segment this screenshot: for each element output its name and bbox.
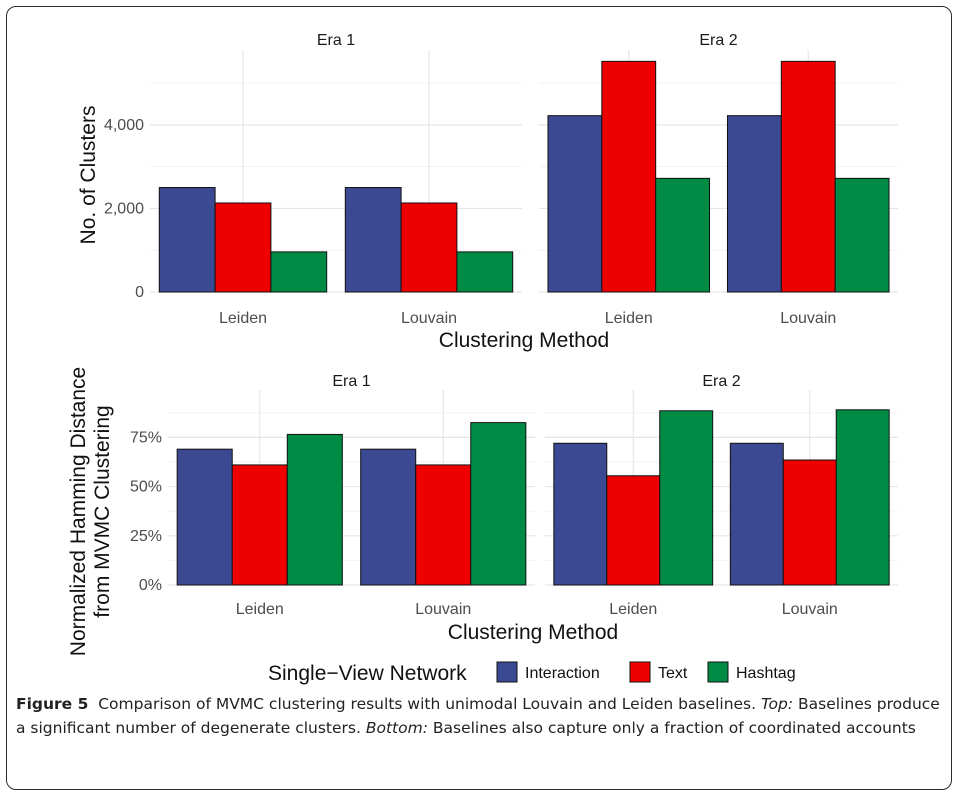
figure-chart: Era 1 Leiden Louvain Era 2 Leiden Louvain 0 2,0… (67, 32, 898, 685)
x-tick-label: Louvain (780, 310, 836, 327)
y-tick-label: 0 (135, 284, 144, 301)
figure-caption: Figure 5 Comparison of MVMC clustering r… (16, 692, 941, 740)
caption-bottom-text: Baselines also capture only a fraction o… (432, 719, 916, 737)
y-tick-label: 0% (139, 577, 162, 594)
bar-text (415, 464, 472, 586)
bar-interaction (547, 115, 603, 293)
x-tick-label: Louvain (415, 601, 471, 618)
y-axis-title-line: Normalized Hamming Distance (67, 367, 90, 656)
bar-text (214, 202, 272, 293)
bar-interaction (158, 187, 216, 293)
caption-top-label: Top: (761, 695, 794, 713)
facet-title: Era 2 (699, 32, 737, 49)
bar-hashtag (835, 409, 890, 586)
bar-text (780, 60, 836, 293)
x-tick-label: Leiden (219, 310, 267, 327)
y-tick-label: 25% (130, 528, 162, 545)
bar-hashtag (270, 251, 328, 293)
x-axis-title: Clustering Method (448, 621, 618, 644)
legend-label-hashtag: Hashtag (736, 665, 796, 682)
bar-hashtag (659, 410, 714, 586)
bar-text (782, 459, 837, 586)
bar-interaction (360, 448, 417, 586)
bar-interaction (344, 187, 402, 293)
bar-interaction (176, 448, 233, 586)
x-axis-title: Clustering Method (439, 329, 609, 352)
legend-swatch-hashtag (707, 661, 729, 683)
bar-hashtag (456, 251, 514, 293)
y-axis-title: No. of Clusters (77, 106, 100, 245)
x-tick-label: Leiden (236, 601, 284, 618)
legend-title: Single−View Network (268, 662, 467, 685)
bar-text (606, 475, 661, 586)
bar-interaction (729, 442, 784, 586)
bar-text (231, 464, 288, 586)
bar-interaction (726, 115, 782, 293)
bar-interaction (553, 442, 608, 586)
bar-text (601, 60, 657, 293)
caption-text: Comparison of MVMC clustering results wi… (98, 695, 757, 713)
y-tick-label: 50% (130, 479, 162, 496)
facet-title: Era 1 (317, 32, 355, 49)
caption-top-text: Baselines produce a significant number o… (16, 695, 940, 737)
legend-label-text: Text (658, 665, 688, 682)
y-tick-label: 2,000 (104, 200, 144, 217)
facet-title: Era 2 (702, 373, 740, 390)
legend-swatch-interaction (496, 661, 518, 683)
y-tick-label: 4,000 (104, 117, 144, 134)
bar-hashtag (470, 422, 527, 586)
facet-title: Era 1 (332, 373, 370, 390)
y-tick-label: 75% (130, 429, 162, 446)
caption-label: Figure 5 (16, 695, 89, 713)
bar-hashtag (655, 177, 711, 293)
x-tick-label: Louvain (401, 310, 457, 327)
x-tick-label: Leiden (609, 601, 657, 618)
x-tick-label: Leiden (605, 310, 653, 327)
caption-bottom-label: Bottom: (365, 719, 428, 737)
legend-swatch-text (629, 661, 651, 683)
bar-text (400, 202, 458, 293)
y-axis-title: Normalized Hamming Distancefrom MVMC Clu… (67, 367, 114, 656)
bar-hashtag (834, 177, 890, 293)
legend-label-interaction: Interaction (525, 665, 600, 682)
bar-hashtag (286, 433, 343, 586)
y-axis-title-line: from MVMC Clustering (91, 405, 114, 617)
x-tick-label: Louvain (782, 601, 838, 618)
